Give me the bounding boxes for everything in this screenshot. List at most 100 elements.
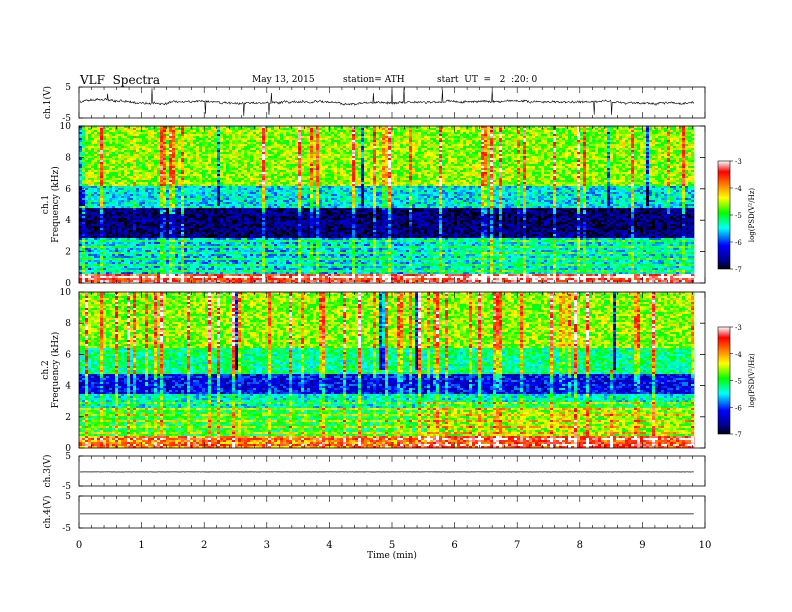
spectrogram-cell bbox=[94, 128, 97, 130]
spectrogram-cell bbox=[97, 234, 100, 236]
spectrogram-cell bbox=[91, 206, 94, 208]
spectrogram-cell bbox=[94, 146, 97, 148]
spectrogram-cell bbox=[142, 198, 145, 200]
spectrogram-cell bbox=[127, 140, 130, 142]
spectrogram-cell bbox=[112, 222, 115, 224]
spectrogram-cell bbox=[157, 282, 160, 283]
spectrogram-cell bbox=[157, 242, 160, 244]
spectrogram-cell bbox=[112, 134, 115, 136]
spectrogram-cell bbox=[136, 198, 139, 200]
spectrogram-cell bbox=[244, 250, 247, 252]
spectrogram-cell bbox=[121, 188, 124, 190]
spectrogram-cell bbox=[100, 236, 103, 238]
spectrogram-cell bbox=[157, 232, 160, 234]
spectrogram-cell bbox=[262, 168, 265, 170]
spectrogram-cell bbox=[226, 196, 229, 198]
spectrogram-cell bbox=[187, 244, 190, 246]
spectrogram-cell bbox=[205, 276, 208, 278]
spectrogram-cell bbox=[172, 140, 175, 142]
spectrogram-cell bbox=[193, 208, 196, 210]
spectrogram-cell bbox=[157, 218, 160, 220]
spectrogram-cell bbox=[190, 256, 193, 258]
spectrogram-cell bbox=[196, 214, 199, 216]
spectrogram-cell bbox=[82, 158, 85, 160]
spectrogram-cell bbox=[244, 194, 247, 196]
spectrogram-cell bbox=[148, 140, 151, 142]
spectrogram-cell bbox=[145, 154, 148, 156]
spectrogram-cell bbox=[100, 162, 103, 164]
spectrogram-cell bbox=[235, 180, 238, 182]
spectrogram-cell bbox=[253, 154, 256, 156]
spectrogram-cell bbox=[226, 264, 229, 266]
spectrogram-cell bbox=[163, 276, 166, 278]
spectrogram-cell bbox=[157, 220, 160, 222]
spectrogram-cell bbox=[190, 178, 193, 180]
spectrogram-cell bbox=[232, 210, 235, 212]
spectrogram-cell bbox=[202, 190, 205, 192]
spectrogram-cell bbox=[205, 156, 208, 158]
spectrogram-cell bbox=[154, 278, 157, 280]
spectrogram-cell bbox=[256, 150, 259, 152]
spectrogram-cell bbox=[187, 202, 190, 204]
spectrogram-cell bbox=[229, 188, 232, 190]
spectrogram-cell bbox=[94, 186, 97, 188]
spectrogram-cell bbox=[103, 192, 106, 194]
spectrogram-cell bbox=[259, 236, 262, 238]
spectrogram-cell bbox=[172, 254, 175, 256]
spectrogram-cell bbox=[109, 192, 112, 194]
spectrogram-cell bbox=[205, 280, 208, 282]
spectrogram-cell bbox=[184, 234, 187, 236]
spectrogram-cell bbox=[175, 136, 178, 138]
spectrogram-cell bbox=[172, 264, 175, 266]
spectrogram-cell bbox=[118, 158, 121, 160]
spectrogram-cell bbox=[94, 142, 97, 144]
spectrogram-cell bbox=[172, 130, 175, 132]
spectrogram-cell bbox=[199, 188, 202, 190]
spectrogram-cell bbox=[88, 178, 91, 180]
spectrogram-cell bbox=[223, 200, 226, 202]
spectrogram-cell bbox=[160, 222, 163, 224]
spectrogram-cell bbox=[130, 144, 133, 146]
spectrogram-cell bbox=[115, 228, 118, 230]
spectrogram-cell bbox=[199, 204, 202, 206]
spectrogram-cell bbox=[115, 150, 118, 152]
spectrogram-cell bbox=[187, 178, 190, 180]
spectrogram-cell bbox=[148, 216, 151, 218]
spectrogram-cell bbox=[241, 252, 244, 254]
spectrogram-cell bbox=[88, 260, 91, 262]
spectrogram-cell bbox=[118, 184, 121, 186]
spectrogram-cell bbox=[79, 266, 82, 268]
spectrogram-cell bbox=[88, 168, 91, 170]
spectrogram-cell bbox=[85, 164, 88, 166]
spectrogram-cell bbox=[208, 220, 211, 222]
spectrogram-cell bbox=[211, 128, 214, 130]
spectrogram-cell bbox=[199, 148, 202, 150]
spectrogram-cell bbox=[193, 196, 196, 198]
spectrogram-cell bbox=[106, 280, 109, 282]
spectrogram-cell bbox=[160, 208, 163, 210]
spectrogram-cell bbox=[139, 204, 142, 206]
spectrogram-cell bbox=[154, 252, 157, 254]
spectrogram-cell bbox=[136, 162, 139, 164]
spectrogram-cell bbox=[235, 130, 238, 132]
spectrogram-cell bbox=[208, 236, 211, 238]
spectrogram-cell bbox=[229, 164, 232, 166]
spectrogram-cell bbox=[232, 250, 235, 252]
spectrogram-cell bbox=[187, 236, 190, 238]
spectrogram-cell bbox=[238, 222, 241, 224]
spectrogram-cell bbox=[79, 194, 82, 196]
spectrogram-cell bbox=[175, 130, 178, 132]
spectrogram-cell bbox=[169, 184, 172, 186]
spectrogram-cell bbox=[127, 184, 130, 186]
spectrogram-cell bbox=[121, 234, 124, 236]
spectrogram-cell bbox=[184, 134, 187, 136]
spectrogram-cell bbox=[175, 210, 178, 212]
spectrogram-cell bbox=[85, 154, 88, 156]
spectrogram-cell bbox=[106, 272, 109, 274]
spectrogram-cell bbox=[193, 194, 196, 196]
spectrogram-cell bbox=[124, 152, 127, 154]
spectrogram-cell bbox=[253, 202, 256, 204]
spectrogram-cell bbox=[97, 138, 100, 140]
spectrogram-cell bbox=[103, 230, 106, 232]
spectrogram-cell bbox=[241, 242, 244, 244]
